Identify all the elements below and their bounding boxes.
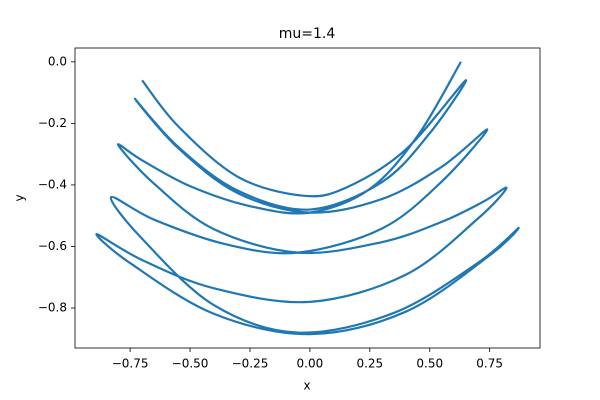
x-tick-label: −0.50 <box>172 357 209 371</box>
chart-title: mu=1.4 <box>279 26 336 42</box>
x-tick-label: 0.00 <box>297 357 324 371</box>
y-tick-label: −0.4 <box>38 177 67 191</box>
y-tick-label: −0.2 <box>38 116 67 130</box>
y-tick-label: −0.6 <box>38 239 67 253</box>
y-tick-label: 0.0 <box>48 54 67 68</box>
y-axis-label: y <box>13 194 27 201</box>
y-tick-label: −0.8 <box>38 301 67 315</box>
x-tick-label: 0.25 <box>356 357 383 371</box>
x-tick-label: 0.75 <box>476 357 503 371</box>
plot-frame <box>74 47 541 349</box>
x-tick-label: −0.75 <box>112 357 149 371</box>
x-tick-label: 0.50 <box>416 357 443 371</box>
x-axis-label: x <box>303 379 310 393</box>
trajectory-line <box>95 61 520 336</box>
x-tick-label: −0.25 <box>232 357 269 371</box>
